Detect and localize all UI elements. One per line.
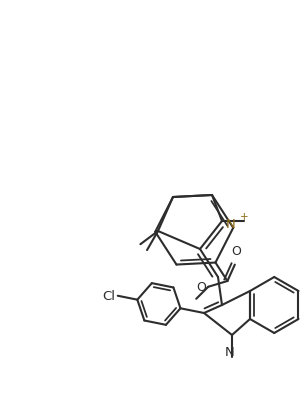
Text: O: O (197, 281, 206, 294)
Text: N: N (226, 217, 236, 230)
Text: N: N (225, 345, 235, 358)
Text: +: + (240, 211, 249, 222)
Text: Cl: Cl (103, 290, 116, 303)
Text: O: O (231, 244, 241, 257)
